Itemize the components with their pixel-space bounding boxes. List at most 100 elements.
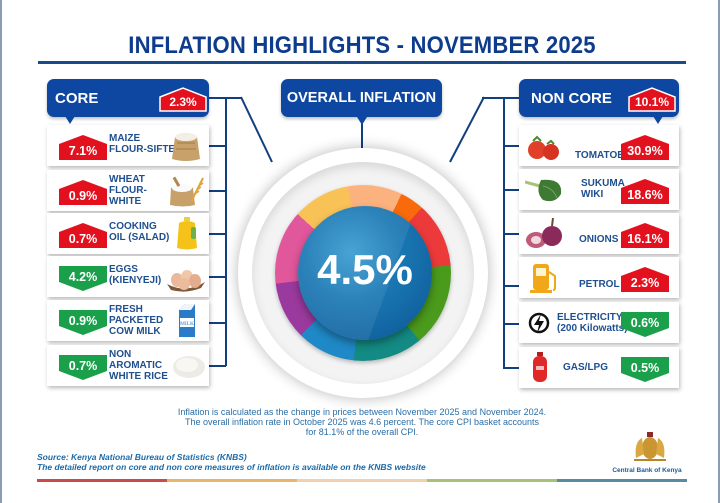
noncore-header: NON CORE 10.1%: [519, 79, 679, 124]
noncore-connector-branch: [503, 233, 519, 235]
item-value: 0.5%: [630, 361, 660, 375]
noncore-connector-branch: [503, 145, 519, 147]
core-item-white-rice: 0.7% NON AROMATIC WHITE RICE: [47, 345, 209, 386]
core-item-cooking-oil: 0.7% COOKING OIL (SALAD): [47, 213, 209, 254]
overall-header: OVERALL INFLATION: [281, 79, 442, 125]
source-attribution: Source: Kenya National Bureau of Statist…: [37, 452, 426, 472]
item-value: 2.3%: [630, 276, 660, 290]
noncore-item-petrol: PETROL 2.3%: [519, 257, 679, 298]
item-value: 30.9%: [627, 144, 663, 158]
increase-badge: 0.7%: [59, 223, 107, 248]
fuel-pump-icon: [530, 264, 556, 293]
item-value: 4.2%: [68, 270, 98, 284]
cbk-name: Central Bank of Kenya: [612, 467, 682, 474]
rice-icon: [173, 356, 205, 378]
source-line: Source: Kenya National Bureau of Statist…: [37, 452, 247, 462]
noncore-item-gas-lpg: GAS/LPG 0.5%: [519, 347, 679, 388]
core-header-tail: [65, 116, 75, 124]
methodology-note: Inflation is calculated as the change in…: [152, 407, 572, 437]
noncore-value: 10.1%: [634, 95, 670, 109]
decrease-badge: 0.6%: [621, 312, 669, 337]
noncore-connector-top: [482, 97, 519, 99]
milk-carton-icon: MILK: [179, 304, 195, 337]
noncore-item-sukuma-wiki: SUKUMA WIKI 18.6%: [519, 169, 679, 210]
noncore-connector-branch: [503, 285, 519, 287]
noncore-label: NON CORE: [531, 90, 612, 107]
item-value: 0.6%: [630, 316, 660, 330]
sukuma-wiki-icon: [525, 179, 562, 202]
item-name: SUKUMA WIKI: [581, 178, 625, 200]
core-label: CORE: [55, 90, 99, 107]
core-item-eggs: 4.2% EGGS (KIENYEJI): [47, 256, 209, 297]
item-value: 18.6%: [627, 188, 663, 202]
note-line: Inflation is calculated as the change in…: [177, 407, 547, 417]
noncore-item-tomatoes: TOMATOES 30.9%: [519, 125, 679, 166]
item-name: ONIONS: [579, 234, 619, 245]
core-item-cow-milk: 0.9% FRESH PACKETED COW MILK MILK: [47, 300, 209, 341]
noncore-item-onions: ONIONS 16.1%: [519, 213, 679, 254]
decrease-badge: 0.9%: [59, 310, 107, 335]
item-name: ELECTRICITY (200 Kilowatts): [557, 312, 628, 334]
footer-color-rule: [37, 479, 687, 482]
increase-badge: 2.3%: [621, 267, 669, 292]
increase-badge: 0.9%: [59, 180, 107, 205]
core-connector-branch: [209, 365, 226, 367]
tomatoes-icon: [528, 135, 559, 160]
item-value: 0.7%: [68, 359, 98, 373]
page-title: INFLATION HIGHLIGHTS - NOVEMBER 2025: [128, 32, 596, 59]
overall-label: OVERALL INFLATION: [286, 90, 437, 106]
core-to-dial-line: [240, 96, 273, 163]
item-value: 0.7%: [68, 232, 98, 246]
note-line: for 81.1% of the overall CPI.: [305, 427, 419, 437]
source-note: The detailed report on core and non core…: [37, 462, 426, 472]
item-name: NON AROMATIC WHITE RICE: [109, 349, 168, 382]
overall-to-dial-line: [361, 120, 363, 148]
cbk-coat-of-arms-icon: [634, 432, 666, 461]
increase-badge: 16.1%: [621, 223, 669, 248]
core-connector-branch: [209, 190, 226, 192]
core-value: 2.3%: [169, 95, 197, 109]
item-name: COOKING OIL (SALAD): [109, 221, 170, 243]
wheat-flour-sack-icon: [170, 176, 204, 207]
increase-badge: 18.6%: [621, 179, 669, 204]
item-value: 16.1%: [627, 232, 663, 246]
noncore-to-dial-line: [449, 96, 485, 163]
core-connector-trunk: [225, 98, 227, 366]
decrease-badge: 0.7%: [59, 355, 107, 380]
noncore-header-tail: [653, 116, 663, 124]
item-name: PETROL: [579, 279, 620, 290]
item-name: EGGS (KIENYEJI): [109, 264, 162, 286]
increase-badge: 7.1%: [59, 135, 107, 160]
note-line: The overall inflation rate in October 20…: [184, 417, 540, 427]
overall-header-tail: [357, 117, 367, 125]
core-connector-branch: [209, 145, 226, 147]
item-name: MAIZE FLOUR-SIFTED: [109, 133, 183, 155]
item-name: GAS/LPG: [563, 362, 609, 373]
overall-inflation-dial: 4.5%: [238, 148, 488, 398]
electricity-bolt-icon: [528, 312, 550, 334]
core-header: CORE 2.3%: [47, 79, 209, 124]
decrease-badge: 0.5%: [621, 357, 669, 382]
maize-flour-sack-icon: [172, 133, 200, 161]
core-connector-branch: [209, 322, 226, 324]
core-item-wheat-flour: 0.9% WHEAT FLOUR- WHITE: [47, 170, 209, 211]
core-value-badge: 2.3%: [159, 87, 207, 112]
core-connector-branch: [209, 276, 226, 278]
item-name: FRESH PACKETED COW MILK: [109, 304, 164, 337]
decrease-badge: 4.2%: [59, 266, 107, 291]
core-item-maize-flour: 7.1% MAIZE FLOUR-SIFTED: [47, 125, 209, 166]
item-value: 0.9%: [68, 189, 98, 203]
item-value: 0.9%: [68, 314, 98, 328]
core-connector-branch: [209, 233, 226, 235]
cooking-oil-bottle-icon: [177, 217, 197, 250]
noncore-item-electricity: ELECTRICITY (200 Kilowatts) 0.6%: [519, 302, 679, 343]
noncore-connector-branch: [503, 323, 519, 325]
core-connector-top: [209, 97, 242, 99]
eggs-icon: [167, 270, 205, 292]
dial-center: 4.5%: [298, 206, 432, 340]
noncore-connector-branch: [503, 367, 519, 369]
noncore-value-badge: 10.1%: [628, 87, 676, 112]
item-name: TOMATOES: [575, 150, 631, 161]
onions-icon: [526, 218, 562, 248]
